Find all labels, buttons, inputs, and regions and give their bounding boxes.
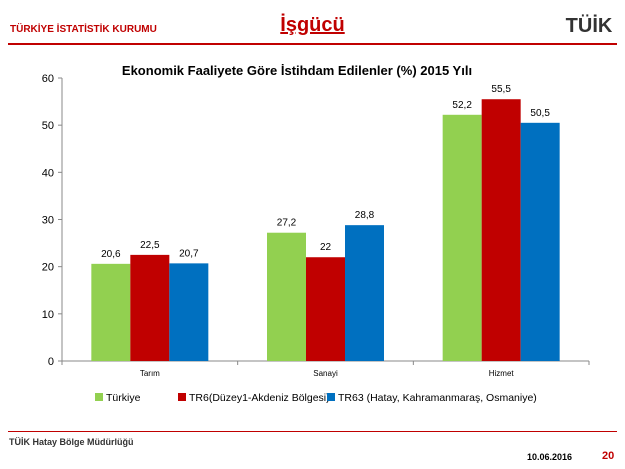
- data-label: 22: [320, 242, 332, 253]
- legend-swatch: [95, 393, 103, 401]
- footer-office: TÜİK Hatay Bölge Müdürlüğü: [9, 437, 134, 447]
- header-divider: [8, 43, 617, 45]
- y-tick-label: 20: [42, 262, 54, 274]
- bar: [130, 254, 170, 361]
- x-tick-label: Sanayi: [313, 369, 338, 378]
- organization-name: TÜRKİYE İSTATİSTİK KURUMU: [10, 24, 157, 35]
- data-label: 20,6: [101, 249, 121, 260]
- bar: [267, 232, 306, 361]
- bar: [306, 257, 345, 361]
- bar: [481, 99, 521, 361]
- bar-chart: 0 10 20 30 40 50 60 20,6 22,5 20,7 Tarım 27,2 22 28,8…: [42, 73, 590, 404]
- y-tick-label: 30: [42, 215, 54, 227]
- legend-label: Türkiye: [106, 392, 141, 404]
- data-label: 52,2: [452, 100, 472, 111]
- bar: [520, 122, 560, 361]
- data-label: 50,5: [530, 108, 550, 119]
- page-number: 20: [602, 450, 615, 462]
- footer-date: 10.06.2016: [527, 452, 573, 462]
- logo-text: TÜİK: [566, 14, 613, 36]
- data-label: 27,2: [277, 218, 297, 229]
- y-tick-label: 40: [42, 167, 54, 179]
- x-tick-label: Hizmet: [489, 369, 515, 378]
- bar: [345, 225, 384, 361]
- chart-title: Ekonomik Faaliyete Göre İstihdam Edilenl…: [121, 63, 473, 78]
- bar: [91, 263, 131, 361]
- legend-swatch: [178, 393, 186, 401]
- y-tick-label: 60: [42, 73, 54, 85]
- bar: [169, 263, 209, 361]
- legend-label: TR63 (Hatay, Kahramanmaraş, Osmaniye): [338, 392, 537, 404]
- legend-label: TR6(Düzey1-Akdeniz Bölgesi): [189, 392, 330, 404]
- y-tick-label: 10: [42, 309, 54, 321]
- y-tick-label: 0: [48, 356, 54, 368]
- legend-swatch: [327, 393, 335, 401]
- data-label: 28,8: [355, 210, 375, 221]
- tuik-logo-icon: TÜİK: [566, 14, 613, 37]
- data-label: 55,5: [491, 84, 511, 95]
- page-title: İşgücü: [280, 14, 345, 36]
- bar: [442, 114, 482, 361]
- data-label: 20,7: [179, 248, 199, 259]
- y-tick-label: 50: [42, 120, 54, 132]
- tuik-logo: TÜİK: [565, 12, 613, 37]
- data-label: 22,5: [140, 240, 160, 251]
- x-tick-label: Tarım: [140, 369, 160, 378]
- footer-divider: [8, 431, 617, 432]
